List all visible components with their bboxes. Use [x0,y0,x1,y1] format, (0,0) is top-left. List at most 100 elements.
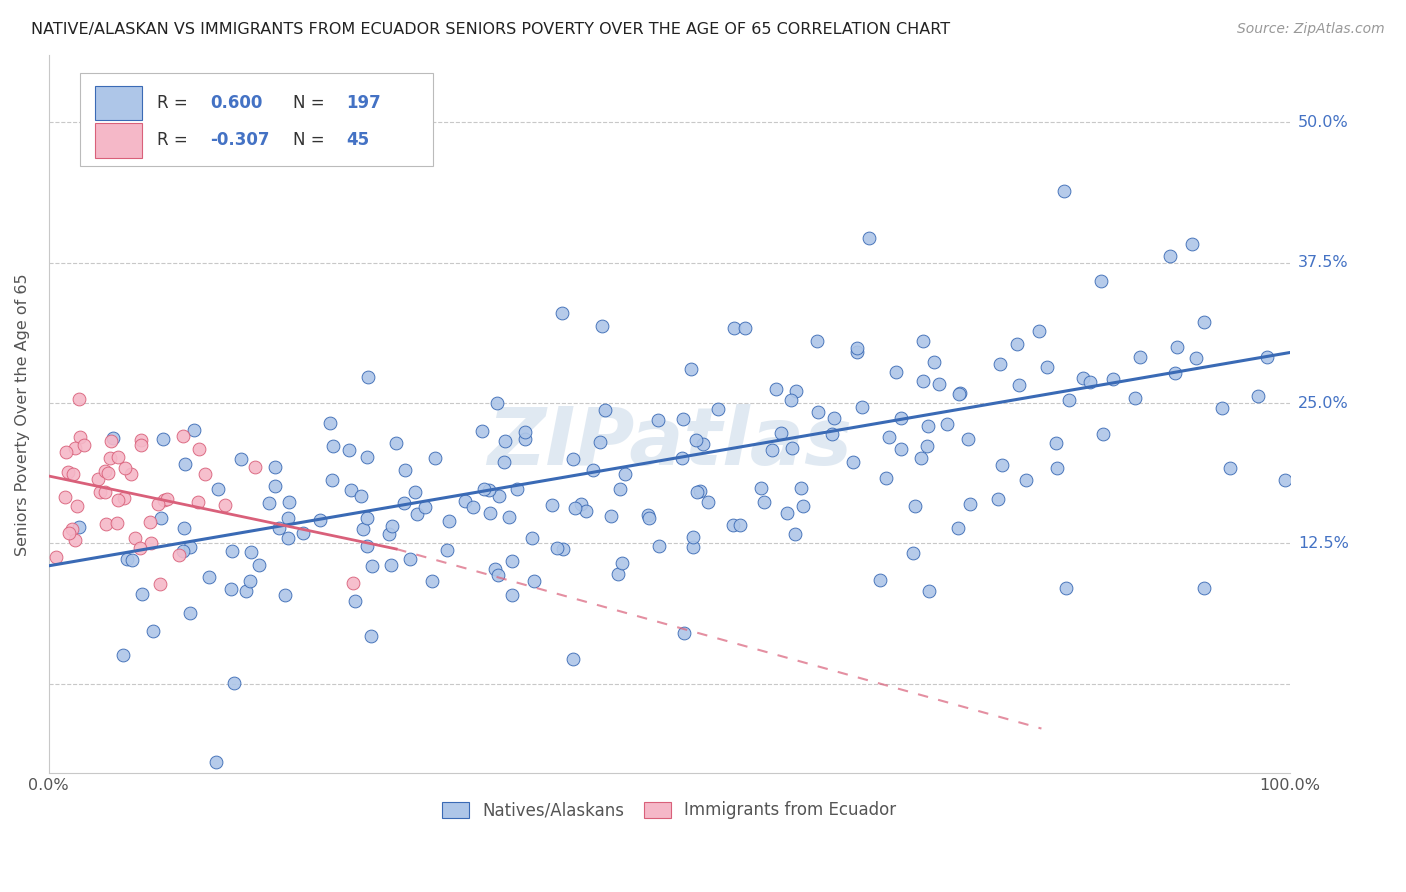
Text: 197: 197 [346,94,381,112]
Point [494,434,516,448]
Point [337,443,360,458]
Legend: Natives/Alaskans, Immigrants from Ecuador: Natives/Alaskans, Immigrants from Ecuado… [436,795,903,826]
Point [610,557,633,571]
Point [780,441,803,455]
Point [707,401,730,416]
Point [120,467,142,481]
Point [877,430,900,444]
Point [1123,391,1146,405]
Point [575,504,598,518]
Point [380,558,402,572]
Point [97,466,120,480]
Point [247,558,270,572]
Point [591,318,613,333]
FancyBboxPatch shape [94,86,142,120]
Point [924,355,946,369]
Point [600,508,623,523]
Point [671,451,693,466]
Point [734,321,756,335]
Point [183,424,205,438]
Point [1005,337,1028,351]
Point [115,551,138,566]
Point [67,520,90,534]
Point [564,501,586,516]
Point [851,400,873,414]
Point [174,457,197,471]
Point [807,405,830,419]
Point [875,471,897,485]
Text: R =: R = [156,131,193,149]
Point [1015,473,1038,487]
Point [277,510,299,524]
Point [582,463,605,477]
Point [1256,350,1278,364]
Point [406,507,429,521]
Point [477,483,499,498]
Text: N =: N = [294,131,330,149]
Point [484,562,506,576]
Point [98,450,121,465]
Point [257,496,280,510]
Point [928,377,950,392]
Point [58,465,80,479]
Point [94,485,117,500]
Point [474,482,496,496]
Point [917,584,939,599]
Point [153,493,176,508]
Point [360,629,382,643]
Point [264,479,287,493]
Point [682,540,704,554]
Point [823,411,845,425]
Point [990,458,1012,472]
Point [637,511,659,525]
Point [129,433,152,447]
Point [1008,378,1031,392]
Point [761,443,783,458]
Point [697,494,720,508]
Point [381,519,404,533]
Point [792,499,814,513]
Point [494,455,516,469]
Point [749,482,772,496]
Point [1090,274,1112,288]
Point [45,550,67,565]
Point [780,393,803,408]
Point [69,429,91,443]
Point [112,648,135,662]
Text: Source: ZipAtlas.com: Source: ZipAtlas.com [1237,22,1385,37]
Point [513,425,536,440]
Point [277,494,299,508]
Point [413,500,436,515]
Point [562,451,585,466]
Point [437,514,460,528]
Text: N =: N = [294,94,330,112]
Point [207,482,229,496]
Point [561,652,583,666]
Point [1192,581,1215,595]
Point [148,496,170,510]
Text: 37.5%: 37.5% [1298,255,1348,270]
Point [846,345,869,359]
Point [385,435,408,450]
Point [142,624,165,639]
Point [55,445,77,459]
Point [540,498,562,512]
Point [62,467,84,481]
Point [1211,401,1233,415]
Point [904,500,927,514]
Point [235,584,257,599]
Point [264,460,287,475]
Point [114,461,136,475]
Point [404,484,426,499]
Point [219,582,242,597]
Point [129,438,152,452]
Point [1166,340,1188,354]
Text: ZIPatlas: ZIPatlas [486,404,852,482]
Point [194,467,217,481]
Point [107,516,129,530]
Point [1052,184,1074,198]
Point [131,587,153,601]
Point [94,464,117,478]
Point [239,545,262,559]
Point [179,607,201,621]
